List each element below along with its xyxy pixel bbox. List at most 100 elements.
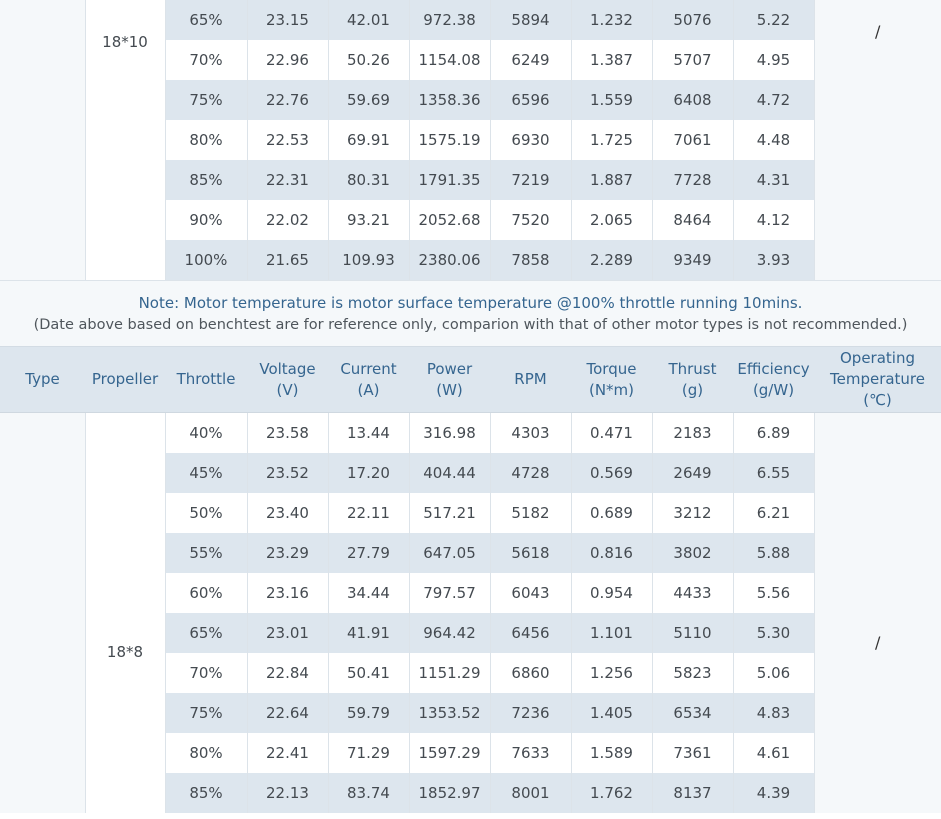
current-cell: 50.26 — [327, 40, 409, 80]
rpm-cell: 4303 — [489, 412, 571, 453]
torque-cell: 1.387 — [570, 40, 652, 80]
thrust-cell: 2649 — [651, 453, 733, 493]
throttle-cell: 55% — [164, 533, 247, 573]
efficiency-cell: 3.93 — [732, 240, 815, 280]
rpm-cell: 5618 — [489, 533, 571, 573]
current-cell: 83.74 — [327, 773, 409, 813]
voltage-cell: 23.40 — [246, 493, 328, 533]
throttle-cell: 65% — [164, 613, 247, 653]
rpm-cell: 6596 — [489, 80, 571, 120]
test-data-table-18x8: Type Propeller Throttle Voltage (V) Curre… — [0, 346, 941, 813]
voltage-cell: 22.96 — [246, 40, 328, 80]
type-cell — [0, 0, 85, 280]
table-header-row: Type Propeller Throttle Voltage (V) Curre… — [0, 346, 941, 413]
thrust-cell: 5707 — [651, 40, 733, 80]
thrust-cell: 4433 — [651, 573, 733, 613]
efficiency-cell: 5.22 — [732, 0, 815, 40]
power-cell: 404.44 — [408, 453, 490, 493]
current-cell: 50.41 — [327, 653, 409, 693]
header-temp-unit: (℃) — [863, 391, 892, 409]
efficiency-cell: 5.88 — [732, 533, 815, 573]
rpm-cell: 5182 — [489, 493, 571, 533]
header-torque-unit: (N*m) — [588, 380, 635, 399]
torque-cell: 1.559 — [570, 80, 652, 120]
thrust-cell: 9349 — [651, 240, 733, 280]
table-row: 18*8 40% 23.58 13.44 316.98 4303 0.471 2183 6.89… — [0, 412, 941, 813]
table-row: 80% 22.41 71.29 1597.29 7633 1.589 7361 4.61 — [0, 733, 941, 773]
efficiency-cell: 4.31 — [732, 160, 815, 200]
power-cell: 1852.97 — [408, 773, 490, 813]
current-cell: 34.44 — [327, 573, 409, 613]
current-cell: 13.44 — [327, 412, 409, 453]
throttle-cell: 85% — [164, 160, 247, 200]
thrust-cell: 6534 — [651, 693, 733, 733]
throttle-cell: 50% — [164, 493, 247, 533]
operating-temperature-cell: / — [813, 0, 941, 280]
rpm-cell: 6860 — [489, 653, 571, 693]
voltage-cell: 21.65 — [246, 240, 328, 280]
voltage-cell: 22.53 — [246, 120, 328, 160]
table-row: 70% 22.84 50.41 1151.29 6860 1.256 5823 5.06 — [0, 653, 941, 693]
efficiency-cell: 4.83 — [732, 693, 815, 733]
header-efficiency: Efficiency (g/W) — [733, 346, 814, 413]
rpm-cell: 7633 — [489, 733, 571, 773]
throttle-cell: 70% — [164, 653, 247, 693]
table-row: 65% 23.01 41.91 964.42 6456 1.101 5110 5.30 — [0, 613, 941, 653]
power-cell: 1154.08 — [408, 40, 490, 80]
current-cell: 17.20 — [327, 453, 409, 493]
table-row: 75% 22.64 59.79 1353.52 7236 1.405 6534 4.83 — [0, 693, 941, 733]
thrust-cell: 3802 — [651, 533, 733, 573]
operating-temperature-cell: / — [813, 412, 941, 813]
efficiency-cell: 5.30 — [732, 613, 815, 653]
rpm-cell: 5894 — [489, 0, 571, 40]
rpm-cell: 4728 — [489, 453, 571, 493]
throttle-cell: 65% — [164, 0, 247, 40]
power-cell: 1597.29 — [408, 733, 490, 773]
rpm-cell: 7219 — [489, 160, 571, 200]
efficiency-cell: 4.72 — [732, 80, 815, 120]
note-section: Note: Motor temperature is motor surface… — [0, 280, 941, 346]
torque-cell: 1.762 — [570, 773, 652, 813]
note-temperature: Note: Motor temperature is motor surface… — [138, 294, 803, 312]
torque-cell: 1.232 — [570, 0, 652, 40]
rpm-cell: 6930 — [489, 120, 571, 160]
table-row: 60% 23.16 34.44 797.57 6043 0.954 4433 5.56 — [0, 573, 941, 613]
throttle-cell: 80% — [164, 733, 247, 773]
current-cell: 27.79 — [327, 533, 409, 573]
table-row: 85% 22.31 80.31 1791.35 7219 1.887 7728 4.31 — [0, 160, 941, 200]
header-torque: Torque (N*m) — [571, 346, 652, 413]
current-cell: 59.79 — [327, 693, 409, 733]
rpm-cell: 8001 — [489, 773, 571, 813]
table-row: 18*10 65% 23.15 42.01 972.38 5894 1.232 5076 5.2… — [0, 0, 941, 280]
efficiency-cell: 6.21 — [732, 493, 815, 533]
current-cell: 109.93 — [327, 240, 409, 280]
efficiency-cell: 4.95 — [732, 40, 815, 80]
table-row: 100% 21.65 109.93 2380.06 7858 2.289 9349 3.93 — [0, 240, 941, 280]
voltage-cell: 22.76 — [246, 80, 328, 120]
torque-cell: 1.256 — [570, 653, 652, 693]
type-cell — [0, 412, 85, 813]
power-cell: 964.42 — [408, 613, 490, 653]
header-temp-line1: Operating — [840, 349, 915, 367]
header-type: Type — [0, 346, 85, 413]
table-row: 50% 23.40 22.11 517.21 5182 0.689 3212 6.21 — [0, 493, 941, 533]
thrust-cell: 7361 — [651, 733, 733, 773]
header-power: Power (W) — [409, 346, 490, 413]
power-cell: 517.21 — [408, 493, 490, 533]
current-cell: 42.01 — [327, 0, 409, 40]
voltage-cell: 23.29 — [246, 533, 328, 573]
power-cell: 797.57 — [408, 573, 490, 613]
header-current-label: Current — [340, 359, 397, 378]
torque-cell: 0.954 — [570, 573, 652, 613]
header-thrust-unit: (g) — [681, 380, 704, 399]
power-cell: 1791.35 — [408, 160, 490, 200]
current-cell: 22.11 — [327, 493, 409, 533]
voltage-cell: 22.41 — [246, 733, 328, 773]
table-row: 70% 22.96 50.26 1154.08 6249 1.387 5707 4.95 — [0, 40, 941, 80]
header-voltage-label: Voltage — [259, 359, 316, 378]
efficiency-cell: 4.39 — [732, 773, 815, 813]
torque-cell: 2.065 — [570, 200, 652, 240]
voltage-cell: 23.16 — [246, 573, 328, 613]
thrust-cell: 3212 — [651, 493, 733, 533]
